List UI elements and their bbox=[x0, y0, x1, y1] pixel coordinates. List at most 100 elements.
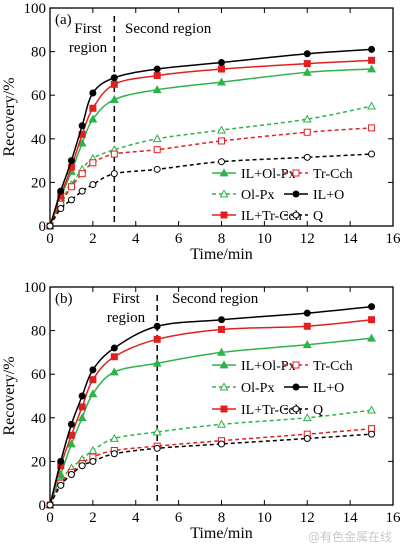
data-point bbox=[302, 67, 312, 76]
data-point bbox=[367, 101, 377, 110]
data-point bbox=[367, 64, 377, 73]
legend-swatch-marker bbox=[292, 361, 300, 369]
x-tick-label: 8 bbox=[218, 510, 226, 526]
data-point bbox=[153, 65, 161, 73]
data-point bbox=[218, 65, 225, 73]
data-point bbox=[67, 157, 75, 165]
data-point bbox=[88, 389, 98, 398]
data-point bbox=[302, 413, 312, 422]
y-tick-label: 40 bbox=[31, 132, 46, 148]
data-point bbox=[110, 74, 118, 82]
panel-label: (b) bbox=[55, 291, 73, 307]
data-point bbox=[57, 205, 65, 213]
data-point bbox=[88, 114, 98, 123]
data-point bbox=[368, 430, 376, 438]
x-tick-label: 10 bbox=[257, 231, 272, 247]
data-point bbox=[89, 89, 97, 97]
series-line bbox=[49, 337, 372, 506]
y-tick-label: 40 bbox=[31, 411, 46, 427]
data-point bbox=[368, 150, 376, 158]
data-point bbox=[217, 77, 226, 86]
data-point bbox=[153, 146, 161, 154]
y-tick-label: 60 bbox=[31, 367, 46, 383]
data-point bbox=[218, 158, 225, 166]
legend-swatch-marker bbox=[292, 169, 300, 177]
data-point bbox=[67, 196, 75, 204]
y-tick-label: 100 bbox=[24, 280, 47, 296]
legend-swatch-marker bbox=[220, 405, 228, 413]
second-region-label: Second region bbox=[125, 21, 212, 37]
x-tick-label: 6 bbox=[175, 231, 183, 247]
data-point bbox=[218, 59, 225, 66]
legend-swatch-marker bbox=[292, 383, 300, 391]
data-point bbox=[67, 183, 75, 191]
data-point bbox=[66, 439, 76, 448]
data-point bbox=[46, 501, 54, 509]
data-point bbox=[110, 150, 118, 158]
x-tick-label: 4 bbox=[132, 231, 140, 247]
data-point bbox=[152, 358, 162, 367]
x-tick-label: 4 bbox=[132, 510, 140, 526]
data-point bbox=[89, 159, 97, 167]
legend-swatch-marker bbox=[219, 168, 229, 177]
x-tick-label: 12 bbox=[300, 231, 315, 247]
legend-entry-label: Ol-Px bbox=[241, 188, 274, 203]
data-point bbox=[303, 60, 311, 68]
data-point bbox=[153, 444, 161, 452]
data-point bbox=[78, 187, 86, 195]
x-axis-title: Time/min bbox=[190, 246, 253, 263]
series-line bbox=[49, 68, 372, 227]
data-point bbox=[303, 50, 311, 58]
data-point bbox=[110, 450, 118, 458]
data-point bbox=[110, 170, 118, 178]
first-region-label: First bbox=[112, 291, 140, 307]
data-point bbox=[110, 80, 118, 88]
panel-b-chart: 0 2 4 6 8 10 12 14 16 0 20 40 60 80 100 Time/min Recover… bbox=[1, 280, 400, 542]
data-point bbox=[153, 72, 161, 80]
x-tick-label: 16 bbox=[386, 231, 400, 247]
x-tick-label: 14 bbox=[343, 231, 359, 247]
legend-entry-label: IL+Ol-Px bbox=[241, 359, 296, 374]
data-point bbox=[153, 322, 161, 330]
data-point bbox=[217, 419, 226, 428]
y-axis-title: Recovery/% bbox=[1, 356, 18, 435]
data-point bbox=[303, 309, 311, 317]
legend-swatch-marker bbox=[292, 211, 300, 219]
y-tick-label: 0 bbox=[39, 498, 47, 514]
data-point bbox=[303, 153, 311, 161]
data-point bbox=[109, 94, 119, 103]
x-tick-label: 12 bbox=[300, 510, 315, 526]
legend-entry-label: IL+Tr-Cch bbox=[241, 403, 302, 418]
data-point bbox=[368, 316, 376, 324]
data-point bbox=[57, 481, 65, 489]
data-point bbox=[67, 470, 75, 478]
legend-swatch-marker bbox=[292, 405, 300, 413]
series-line bbox=[49, 127, 372, 227]
data-point bbox=[217, 347, 226, 356]
data-point bbox=[368, 45, 376, 53]
data-point bbox=[368, 303, 376, 311]
data-point bbox=[368, 56, 376, 64]
data-point bbox=[78, 462, 86, 470]
legend-swatch-marker bbox=[219, 189, 229, 198]
series-line bbox=[49, 59, 372, 227]
series-line bbox=[49, 318, 372, 506]
data-point bbox=[89, 104, 97, 112]
data-point bbox=[89, 366, 97, 374]
legend-entry-label: IL+Ol-Px bbox=[241, 167, 296, 182]
x-tick-label: 6 bbox=[175, 510, 183, 526]
data-point bbox=[89, 181, 97, 189]
x-tick-label: 0 bbox=[46, 231, 54, 247]
data-point bbox=[152, 134, 162, 143]
series-line bbox=[49, 48, 372, 227]
data-point bbox=[77, 138, 87, 147]
data-point bbox=[78, 170, 86, 178]
y-tick-label: 0 bbox=[39, 219, 47, 235]
data-point bbox=[218, 326, 225, 334]
data-point bbox=[57, 457, 65, 465]
data-point bbox=[302, 114, 312, 123]
data-point bbox=[303, 435, 311, 443]
panel-label: (a) bbox=[55, 12, 72, 28]
legend-entry-label: Q bbox=[313, 209, 323, 224]
